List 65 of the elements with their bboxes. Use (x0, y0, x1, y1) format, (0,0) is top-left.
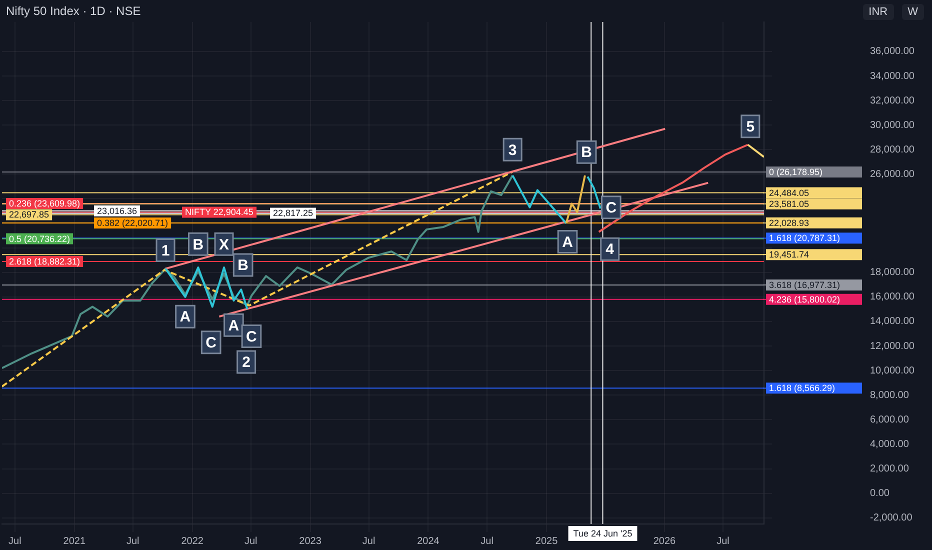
x-tick-label: Jul (126, 536, 140, 547)
y-tick-label: 36,000.00 (870, 46, 915, 58)
y-tick-label: 0.00 (870, 488, 890, 500)
annotation: B (192, 236, 204, 254)
x-tick-label: Jul (716, 536, 730, 547)
ref-line-label: 1.618 (8,566.29) (769, 383, 836, 394)
x-tick-label: 2025 (535, 536, 558, 547)
ref-line-label: 4.236 (15,800.02) (769, 294, 840, 304)
ref-line-label: Tue 24 Jun '25 (573, 528, 632, 538)
ref-line-label: 22,028.93 (769, 218, 810, 228)
ref-line-label: 3.618 (16,977.31) (769, 280, 840, 290)
y-tick-label: -2,000.00 (870, 512, 913, 524)
annotation: C (606, 199, 617, 216)
text: W (902, 4, 924, 20)
ref-line-label: 2.618 (18,882.31) (9, 256, 80, 267)
ref-line-label: 24,484.05 (769, 188, 810, 198)
annotation: 2 (242, 354, 250, 372)
ref-line-label: 19,451.74 (769, 250, 810, 260)
annotation: A (180, 308, 191, 326)
ref-line-label: 0 (26,178.95) (769, 166, 823, 177)
x-tick-label: Jul (244, 536, 258, 547)
annotation: 1 (161, 242, 170, 260)
y-tick-label: 30,000.00 (870, 120, 915, 131)
x-tick-label: 2023 (299, 536, 322, 547)
annotation: B (581, 144, 592, 162)
annotation: 4 (606, 241, 615, 258)
annotation: 3 (508, 142, 517, 159)
x-tick-label: 2021 (63, 536, 86, 547)
y-tick-label: 4,000.00 (870, 438, 910, 450)
annotation: B (238, 257, 249, 274)
y-tick-label: 10,000.00 (870, 365, 915, 376)
ref-line-label: 22,697.85 (9, 210, 50, 220)
y-tick-label: 16,000.00 (870, 292, 915, 303)
ref-line-label: 22,817.25 (273, 208, 314, 218)
y-tick-label: 32,000.00 (870, 95, 915, 106)
x-tick-label: 2022 (181, 536, 204, 547)
chart-title: Nifty 50 Index · 1D · NSE (6, 4, 141, 18)
y-tick-label: 34,000.00 (870, 70, 915, 82)
ref-line-label: 23,016.36 (97, 206, 138, 216)
y-tick-label: 26,000.00 (870, 168, 915, 180)
annotation: 5 (746, 118, 755, 136)
ref-line-label: NIFTY 22,904.45 (185, 207, 254, 218)
text: INR (862, 4, 894, 20)
ref-line-label: 0.5 (20,736.22) (9, 234, 70, 244)
y-tick-label: 6,000.00 (870, 414, 910, 426)
y-tick-label: 2,000.00 (870, 464, 910, 475)
ref-line-label: 1.618 (20,787.31) (769, 233, 840, 244)
annotation: C (206, 334, 217, 352)
ref-line-label: 23,581.05 (769, 198, 810, 209)
x-tick-label: 2026 (653, 536, 676, 547)
annotation: C (246, 328, 258, 346)
y-tick-label: 14,000.00 (870, 316, 915, 328)
x-tick-label: Jul (362, 536, 376, 547)
x-tick-label: Jul (480, 536, 494, 547)
x-tick-label: Jul (8, 536, 22, 547)
ref-line-label: 0.236 (23,609.98) (9, 198, 80, 209)
ref-line-label: 0.382 (22,020.71) (97, 218, 168, 228)
annotation: X (219, 236, 230, 254)
annotation: A (228, 317, 240, 334)
y-tick-label: 12,000.00 (870, 340, 915, 352)
x-tick-label: 2024 (417, 536, 440, 547)
annotation: A (562, 234, 574, 251)
y-tick-label: 8,000.00 (870, 390, 910, 401)
y-tick-label: 18,000.00 (870, 267, 915, 278)
y-tick-label: 28,000.00 (870, 144, 915, 156)
